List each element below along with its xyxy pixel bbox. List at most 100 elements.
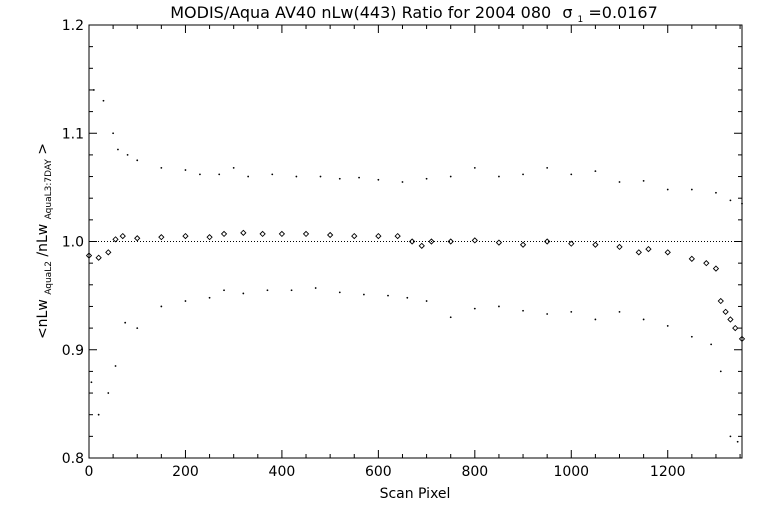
upper-point [546, 166, 549, 169]
upper-point [117, 148, 119, 151]
upper-point [218, 173, 221, 176]
upper-point [184, 169, 187, 171]
chart-title: MODIS/Aqua AV40 nLw(443) Ratio for 2004 … [170, 3, 658, 26]
upper-point [102, 99, 105, 102]
y-tick-label: 0.9 [62, 343, 84, 359]
lower-point [362, 293, 365, 296]
lower-point [107, 392, 110, 394]
upper-point [498, 175, 500, 178]
upper-point [741, 202, 743, 205]
mean-point [105, 249, 112, 256]
mean-point [727, 316, 734, 323]
mean-point [375, 232, 382, 240]
y-label-open: <nLw [35, 299, 51, 339]
y-label-sub1: AquaL2 [44, 261, 54, 295]
mean-point [206, 234, 213, 241]
x-axis-ticks: 0 200 400 600 800 1000 1200 [85, 25, 741, 480]
mean-point [495, 239, 503, 246]
x-tick-label: 400 [269, 464, 296, 480]
lower-point [184, 300, 187, 302]
series-lower-bound [90, 287, 739, 443]
mean-point [635, 249, 642, 256]
upper-point [715, 191, 717, 194]
series-upper-bound [92, 89, 743, 205]
lower-point [90, 381, 93, 384]
x-tick-label: 200 [172, 464, 199, 480]
upper-point [112, 132, 115, 135]
mean-point [544, 238, 551, 245]
y-label-close: > [35, 143, 51, 155]
lower-point [387, 294, 389, 297]
mean-point [447, 238, 454, 245]
lower-point [136, 327, 139, 329]
lower-point [594, 318, 597, 321]
lower-point [642, 318, 645, 321]
mean-point [717, 297, 724, 305]
mean-point [592, 241, 599, 248]
lower-point [290, 289, 293, 292]
series-mean-ratio [85, 229, 746, 343]
upper-point [271, 173, 274, 176]
mean-point [220, 230, 228, 238]
lower-point [160, 305, 163, 308]
mean-point [85, 252, 93, 259]
mean-point [327, 231, 334, 239]
y-label-sub2: AquaL3:7DAY [44, 159, 54, 220]
upper-point [690, 188, 693, 191]
upper-point [449, 175, 452, 178]
x-tick-label: 1000 [553, 464, 589, 480]
lower-point [449, 316, 452, 319]
lower-point [314, 287, 317, 289]
upper-point [570, 173, 573, 176]
mean-point [95, 254, 102, 261]
mean-point [394, 232, 401, 240]
lower-point [266, 289, 269, 292]
mean-point [182, 232, 189, 240]
y-tick-label: 1.2 [62, 18, 84, 34]
lower-point [546, 313, 549, 315]
mean-point [616, 243, 623, 251]
upper-point [473, 166, 476, 169]
upper-point [401, 181, 404, 183]
mean-point [428, 238, 435, 245]
mean-point [568, 240, 575, 247]
chart-title-sigma-value: =0.0167 [588, 3, 657, 22]
lower-point [124, 321, 127, 324]
lower-point [223, 289, 225, 292]
y-tick-label: 1.1 [62, 126, 84, 142]
mean-point [112, 236, 119, 243]
upper-point [425, 177, 428, 180]
mean-point [134, 235, 141, 242]
lower-point [522, 309, 524, 312]
upper-point [232, 166, 235, 169]
mean-point [722, 308, 729, 315]
mean-point [418, 242, 425, 249]
lower-point [736, 440, 739, 443]
upper-point [199, 173, 201, 176]
mean-point [351, 232, 358, 240]
mean-point [471, 237, 478, 244]
mean-point [158, 234, 165, 241]
lower-point [690, 335, 693, 338]
mean-point [703, 260, 710, 267]
mean-point [119, 232, 126, 240]
x-tick-label: 600 [365, 464, 392, 480]
lower-point [570, 310, 573, 313]
mean-point [302, 230, 310, 238]
upper-point [358, 176, 360, 179]
upper-point [522, 173, 524, 176]
mean-point [519, 241, 527, 248]
lower-point [208, 296, 211, 299]
lower-point [618, 310, 621, 313]
mean-point [738, 335, 746, 343]
mean-point [664, 249, 671, 256]
mean-point [645, 245, 652, 253]
lower-point [719, 370, 722, 373]
chart-title-sigma-sub: 1 [578, 15, 584, 25]
x-tick-label: 800 [461, 464, 488, 480]
upper-point [666, 188, 669, 191]
y-tick-label: 0.8 [62, 451, 84, 467]
upper-point [338, 177, 341, 180]
lower-point [97, 413, 100, 416]
chart-title-main: MODIS/Aqua AV40 nLw(443) Ratio for 2004 … [170, 3, 551, 22]
